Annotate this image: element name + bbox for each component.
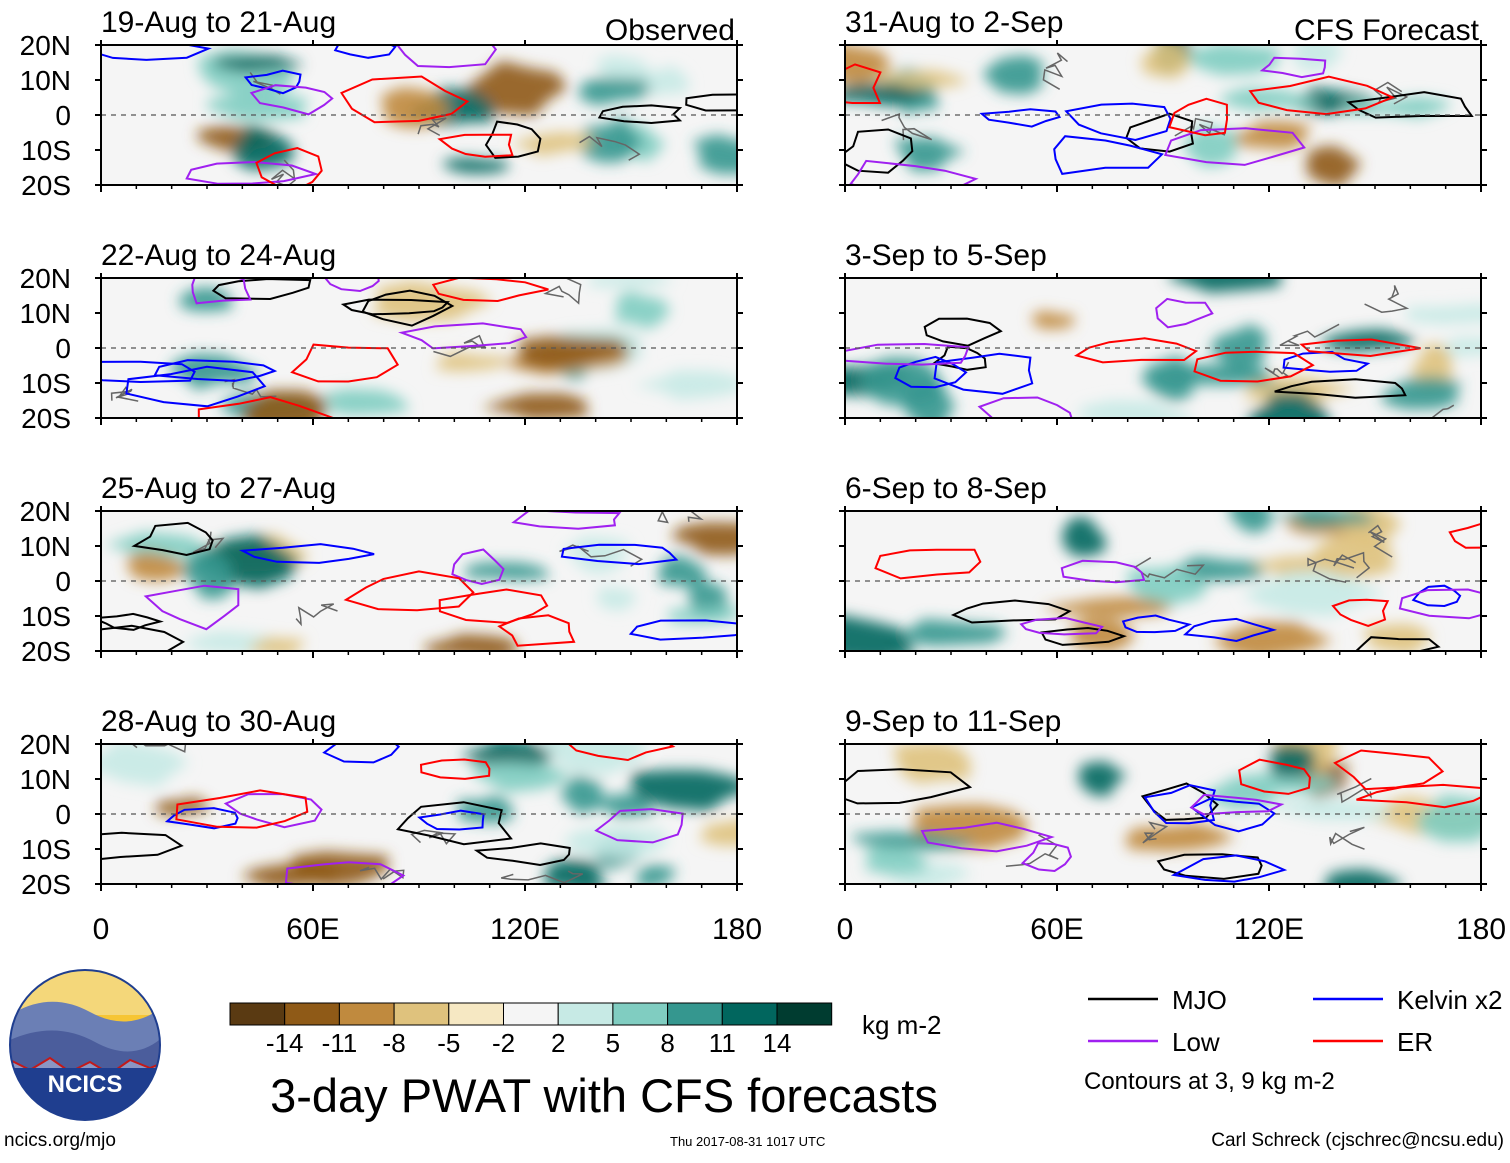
y-tick-label: 10N xyxy=(20,531,71,562)
footer-timestamp: Thu 2017-08-31 1017 UTC xyxy=(670,1134,825,1149)
colorbar-swatch xyxy=(230,1003,285,1025)
contour-note: Contours at 3, 9 kg m-2 xyxy=(1084,1068,1335,1095)
colorbar-tick-label: -8 xyxy=(383,1028,406,1058)
colorbar-swatch xyxy=(558,1003,613,1025)
y-tick-label: 20S xyxy=(21,869,71,900)
y-tick-label: 0 xyxy=(55,333,71,364)
legend-label: Kelvin x2 xyxy=(1397,985,1503,1015)
x-tick-label: 120E xyxy=(1234,913,1304,946)
y-tick-label: 0 xyxy=(55,100,71,131)
chart-title: 3-day PWAT with CFS forecasts xyxy=(270,1069,938,1122)
column-header: Observed xyxy=(605,14,735,47)
y-tick-label: 20N xyxy=(20,496,71,527)
colorbar-tick-label: 14 xyxy=(763,1028,792,1058)
colorbar-tick-label: -5 xyxy=(437,1028,460,1058)
x-tick-label: 60E xyxy=(286,913,339,946)
y-tick-label: 0 xyxy=(55,566,71,597)
colorbar-tick-label: -2 xyxy=(492,1028,515,1058)
colorbar-swatch xyxy=(449,1003,504,1025)
contour-legend: MJO Kelvin x2 Low ER Contours at 3, 9 kg m-2 xyxy=(1084,985,1503,1095)
panel-title: 28-Aug to 30-Aug xyxy=(101,705,336,738)
map-panel: 3-Sep to 5-Sep xyxy=(806,239,1510,440)
legend-label: MJO xyxy=(1172,985,1227,1015)
y-tick-label: 20N xyxy=(20,263,71,294)
colorbar-tick-label: -11 xyxy=(322,1028,358,1058)
colorbar-swatch xyxy=(339,1003,394,1025)
ncics-logo: NCICS xyxy=(10,970,165,1128)
y-tick-label: 20N xyxy=(20,30,71,61)
x-tick-label: 180 xyxy=(1456,913,1506,946)
map-panel: 20N 10N 0 10S 20S 28-Aug to 30-Aug 0 60E 120E 180 xyxy=(20,705,780,946)
panel-title: 25-Aug to 27-Aug xyxy=(101,472,336,505)
map-panel: 20N 10N 0 10S 20S 25-Aug to 27-Aug xyxy=(20,472,769,667)
colorbar-swatch xyxy=(285,1003,340,1025)
map-panel: 20N 10N 0 10S 20S 19-Aug to 21-Aug Observed xyxy=(20,6,785,201)
legend-label: ER xyxy=(1397,1027,1433,1057)
y-tick-label: 0 xyxy=(55,799,71,830)
panel-title: 9-Sep to 11-Sep xyxy=(845,705,1061,738)
y-tick-label: 20S xyxy=(21,170,71,201)
x-tick-label: 120E xyxy=(490,913,560,946)
colorbar-swatch xyxy=(504,1003,559,1025)
y-tick-label: 10S xyxy=(21,834,71,865)
y-tick-label: 20S xyxy=(21,403,71,434)
colorbar: -14 -11 -8 -5 -2 2 5 8 11 14 kg m-2 xyxy=(230,1003,941,1058)
y-tick-label: 20S xyxy=(21,636,71,667)
x-tick-label: 60E xyxy=(1030,913,1083,946)
colorbar-swatch xyxy=(613,1003,668,1025)
y-tick-label: 10S xyxy=(21,135,71,166)
y-tick-label: 10N xyxy=(20,65,71,96)
panel-title: 6-Sep to 8-Sep xyxy=(845,472,1047,505)
logo-text: NCICS xyxy=(48,1071,123,1098)
y-tick-label: 10N xyxy=(20,764,71,795)
map-panel: 31-Aug to 2-Sep CFS Forecast xyxy=(808,6,1487,194)
x-tick-label: 180 xyxy=(712,913,762,946)
panel-title: 19-Aug to 21-Aug xyxy=(101,6,336,39)
y-tick-label: 10S xyxy=(21,368,71,399)
footer-url[interactable]: ncics.org/mjo xyxy=(4,1130,116,1152)
x-tick-label: 0 xyxy=(837,913,854,946)
colorbar-swatch xyxy=(668,1003,723,1025)
map-panel: 9-Sep to 11-Sep 0 60E 120E 180 xyxy=(830,705,1510,946)
colorbar-tick-label: 8 xyxy=(660,1028,674,1058)
colorbar-unit: kg m-2 xyxy=(862,1010,941,1040)
pwat-anomaly-blob xyxy=(693,134,768,174)
colorbar-swatch xyxy=(394,1003,449,1025)
y-tick-label: 20N xyxy=(20,729,71,760)
colorbar-swatch xyxy=(777,1003,832,1025)
panel-title: 31-Aug to 2-Sep xyxy=(845,6,1063,39)
footer-credit: Carl Schreck (cjschrec@ncsu.edu) xyxy=(1211,1130,1504,1152)
panel-title: 22-Aug to 24-Aug xyxy=(101,239,336,272)
legend-label: Low xyxy=(1172,1027,1220,1057)
colorbar-tick-label: 11 xyxy=(709,1028,736,1058)
y-tick-label: 10S xyxy=(21,601,71,632)
colorbar-tick-label: -14 xyxy=(266,1028,304,1058)
column-header: CFS Forecast xyxy=(1294,14,1480,47)
colorbar-swatch xyxy=(722,1003,777,1025)
map-panel: 20N 10N 0 10S 20S 22-Aug to 24-Aug xyxy=(20,239,747,442)
map-panel: 6-Sep to 8-Sep xyxy=(810,472,1510,663)
y-tick-label: 10N xyxy=(20,298,71,329)
colorbar-tick-label: 5 xyxy=(606,1028,620,1058)
panel-title: 3-Sep to 5-Sep xyxy=(845,239,1047,272)
colorbar-tick-label: 2 xyxy=(551,1028,565,1058)
x-tick-label: 0 xyxy=(93,913,110,946)
